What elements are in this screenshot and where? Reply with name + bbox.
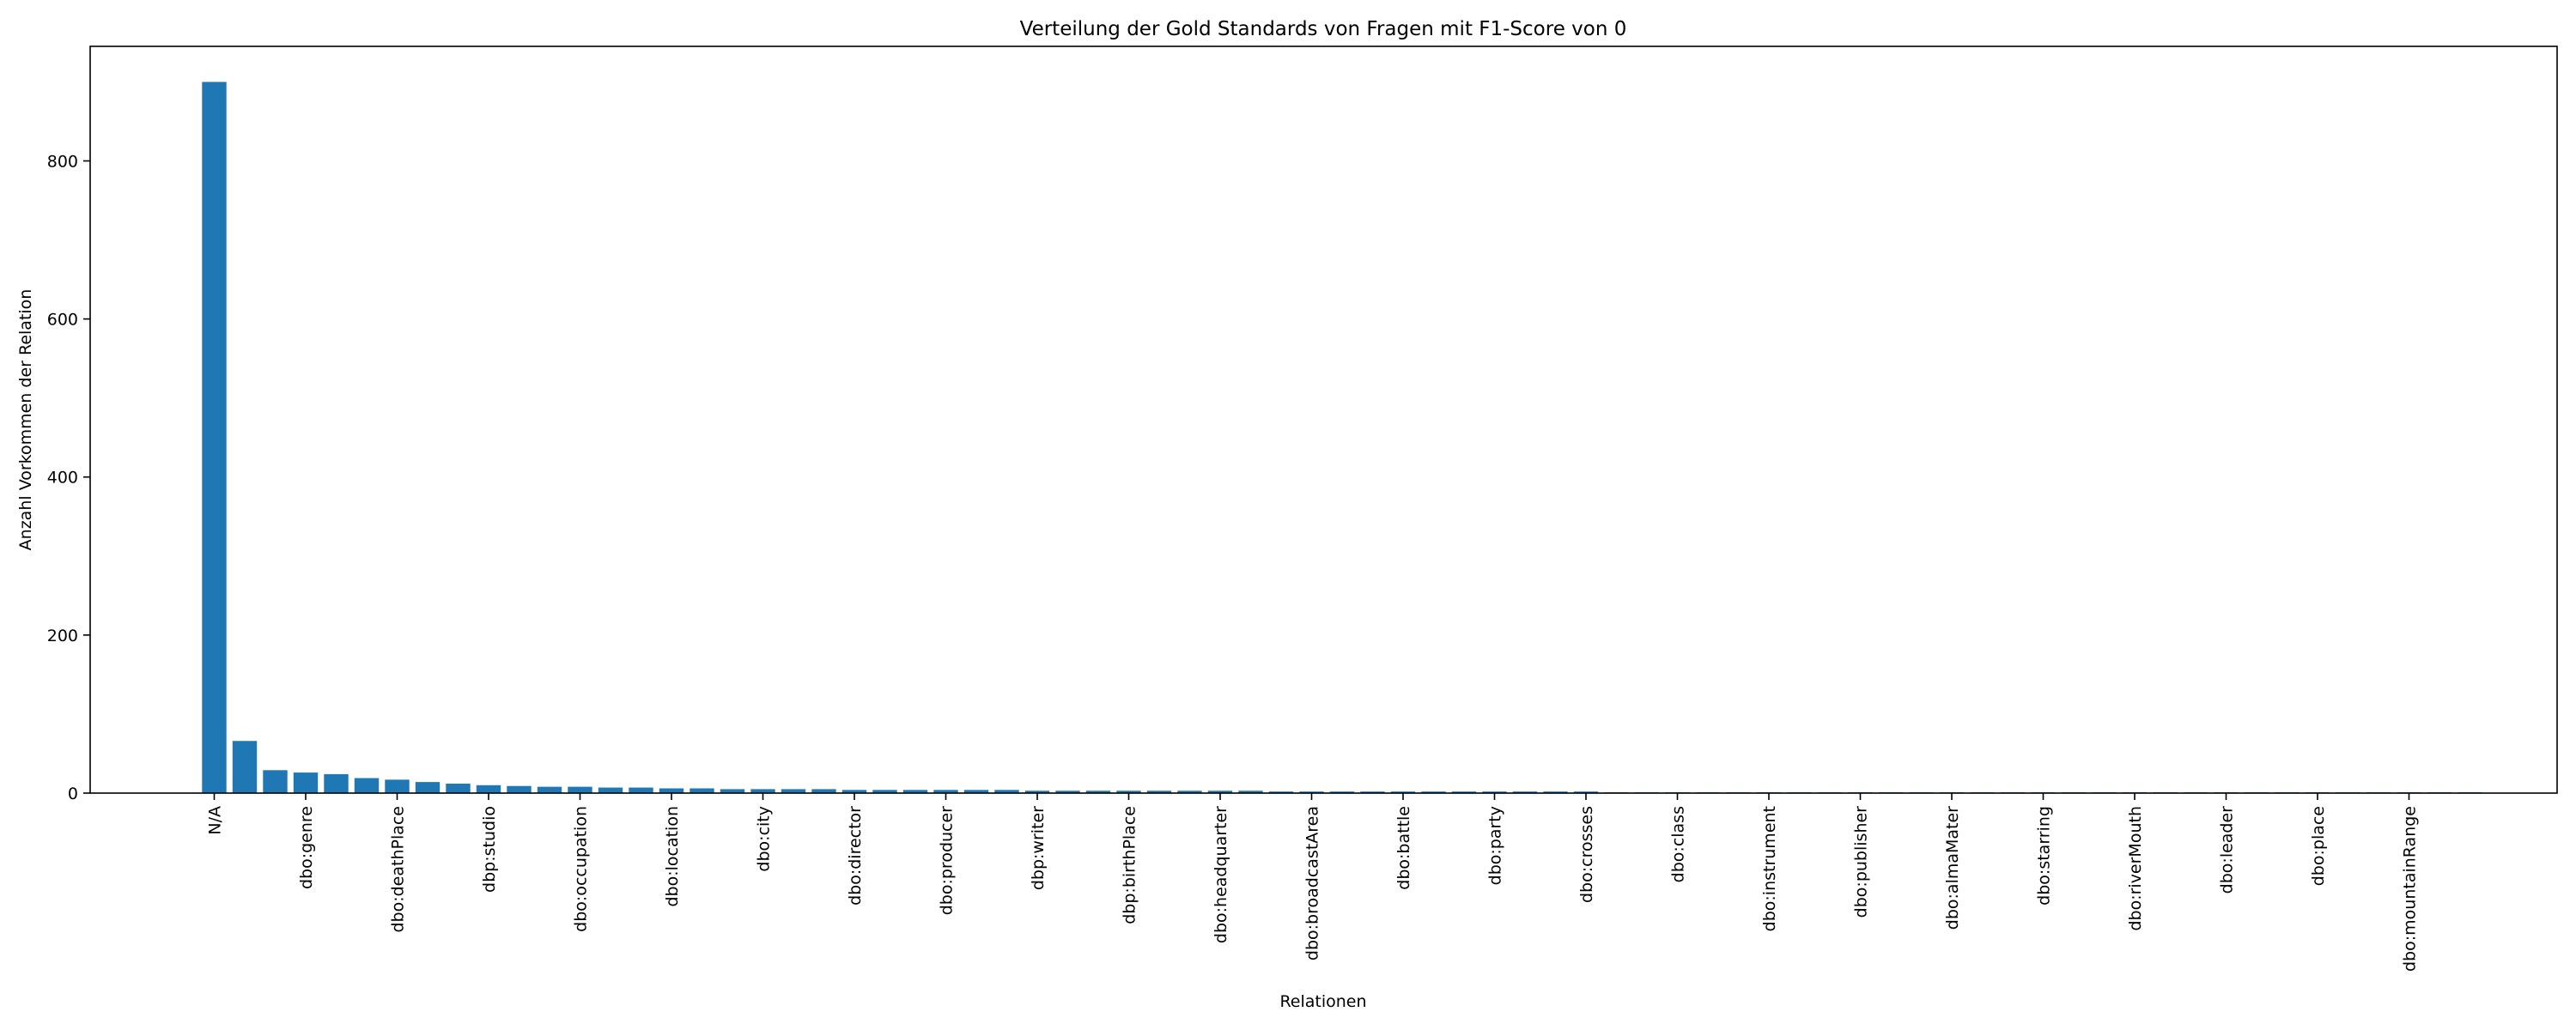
bar <box>781 789 806 793</box>
bar <box>1085 791 1111 793</box>
bar <box>1329 791 1355 793</box>
chart-title: Verteilung der Gold Standards von Fragen… <box>1020 18 1627 40</box>
x-tick-label: dbo:director <box>846 806 865 906</box>
bar <box>1116 791 1141 793</box>
y-tick-label: 0 <box>68 785 78 803</box>
bar <box>811 789 836 793</box>
x-tick-label: dbo:location <box>663 806 682 907</box>
x-axis-label: Relationen <box>1279 992 1366 1011</box>
bar <box>415 782 440 793</box>
x-tick-label: dbo:riverMouth <box>2126 806 2145 931</box>
bar <box>1146 791 1172 793</box>
y-axis-label: Anzahl Vorkommen der Relation <box>16 289 35 551</box>
bar <box>507 785 532 793</box>
x-tick-label: dbp:studio <box>480 806 499 893</box>
bar <box>1543 791 1568 793</box>
x-tick-label: dbo:crosses <box>1577 806 1596 903</box>
y-tick-label: 200 <box>47 627 78 645</box>
x-tick-label: dbo:starring <box>2035 806 2054 906</box>
bar <box>1482 791 1507 793</box>
x-tick-label: dbp:writer <box>1029 806 1048 890</box>
y-tick-label: 600 <box>47 311 78 330</box>
x-tick-label: dbo:almaMater <box>1943 806 1962 930</box>
y-tick-label: 400 <box>47 469 78 488</box>
y-axis: 0 200 400 600 800 <box>47 152 90 803</box>
bar <box>476 785 501 793</box>
bar <box>872 790 897 793</box>
bar <box>1238 791 1263 793</box>
bar <box>1055 791 1080 793</box>
bars-group <box>202 82 2482 794</box>
bar <box>1207 791 1233 793</box>
bar <box>902 790 928 793</box>
bar <box>1268 791 1294 793</box>
bar <box>659 788 684 793</box>
bar <box>1299 791 1324 793</box>
bar <box>1024 791 1050 793</box>
bar <box>598 787 623 793</box>
bar <box>1390 791 1416 793</box>
bar <box>841 790 867 793</box>
x-axis: N/A dbo:genre dbo:deathPlace dbp:studio dbo:… <box>206 793 2420 972</box>
bar <box>963 790 989 793</box>
bar <box>232 741 258 793</box>
bar <box>629 787 653 793</box>
bar <box>537 786 562 793</box>
x-tick-label: dbo:producer <box>938 806 957 915</box>
x-tick-label: dbo:occupation <box>572 806 591 932</box>
y-tick-label: 800 <box>47 152 78 171</box>
bar <box>1451 791 1477 793</box>
bar <box>1360 791 1385 793</box>
bar <box>354 778 380 793</box>
x-tick-label: dbo:headquarter <box>1212 806 1230 943</box>
bar <box>1512 791 1538 793</box>
x-tick-label: N/A <box>206 806 225 835</box>
bar <box>263 770 288 793</box>
x-tick-label: dbo:class <box>1669 806 1688 882</box>
plot-frame <box>89 45 2558 794</box>
x-tick-label: dbo:place <box>2309 806 2328 886</box>
x-tick-label: dbo:genre <box>297 806 316 889</box>
x-tick-label: dbo:mountainRange <box>2401 806 2420 972</box>
x-tick-label: dbo:city <box>755 806 774 872</box>
bar <box>446 783 471 793</box>
x-tick-label: dbo:broadcastArea <box>1303 806 1322 960</box>
bar <box>690 788 714 793</box>
x-tick-label: dbo:leader <box>2218 806 2237 894</box>
x-tick-label: dbo:party <box>1486 806 1505 885</box>
bar <box>385 779 410 793</box>
bar <box>293 772 319 793</box>
bar <box>568 786 592 793</box>
bar <box>324 773 349 793</box>
bar <box>720 789 745 793</box>
x-tick-label: dbp:birthPlace <box>1121 806 1139 924</box>
bar <box>994 790 1019 793</box>
x-tick-label: dbo:publisher <box>1852 806 1871 918</box>
x-tick-label: dbo:battle <box>1394 806 1413 890</box>
bar <box>1573 791 1599 793</box>
bar <box>750 789 775 793</box>
bar <box>1177 791 1202 793</box>
x-tick-label: dbo:instrument <box>1760 806 1779 931</box>
bar <box>1421 791 1446 793</box>
x-tick-label: dbo:deathPlace <box>389 806 408 933</box>
bar <box>202 82 227 794</box>
bar <box>933 790 958 793</box>
